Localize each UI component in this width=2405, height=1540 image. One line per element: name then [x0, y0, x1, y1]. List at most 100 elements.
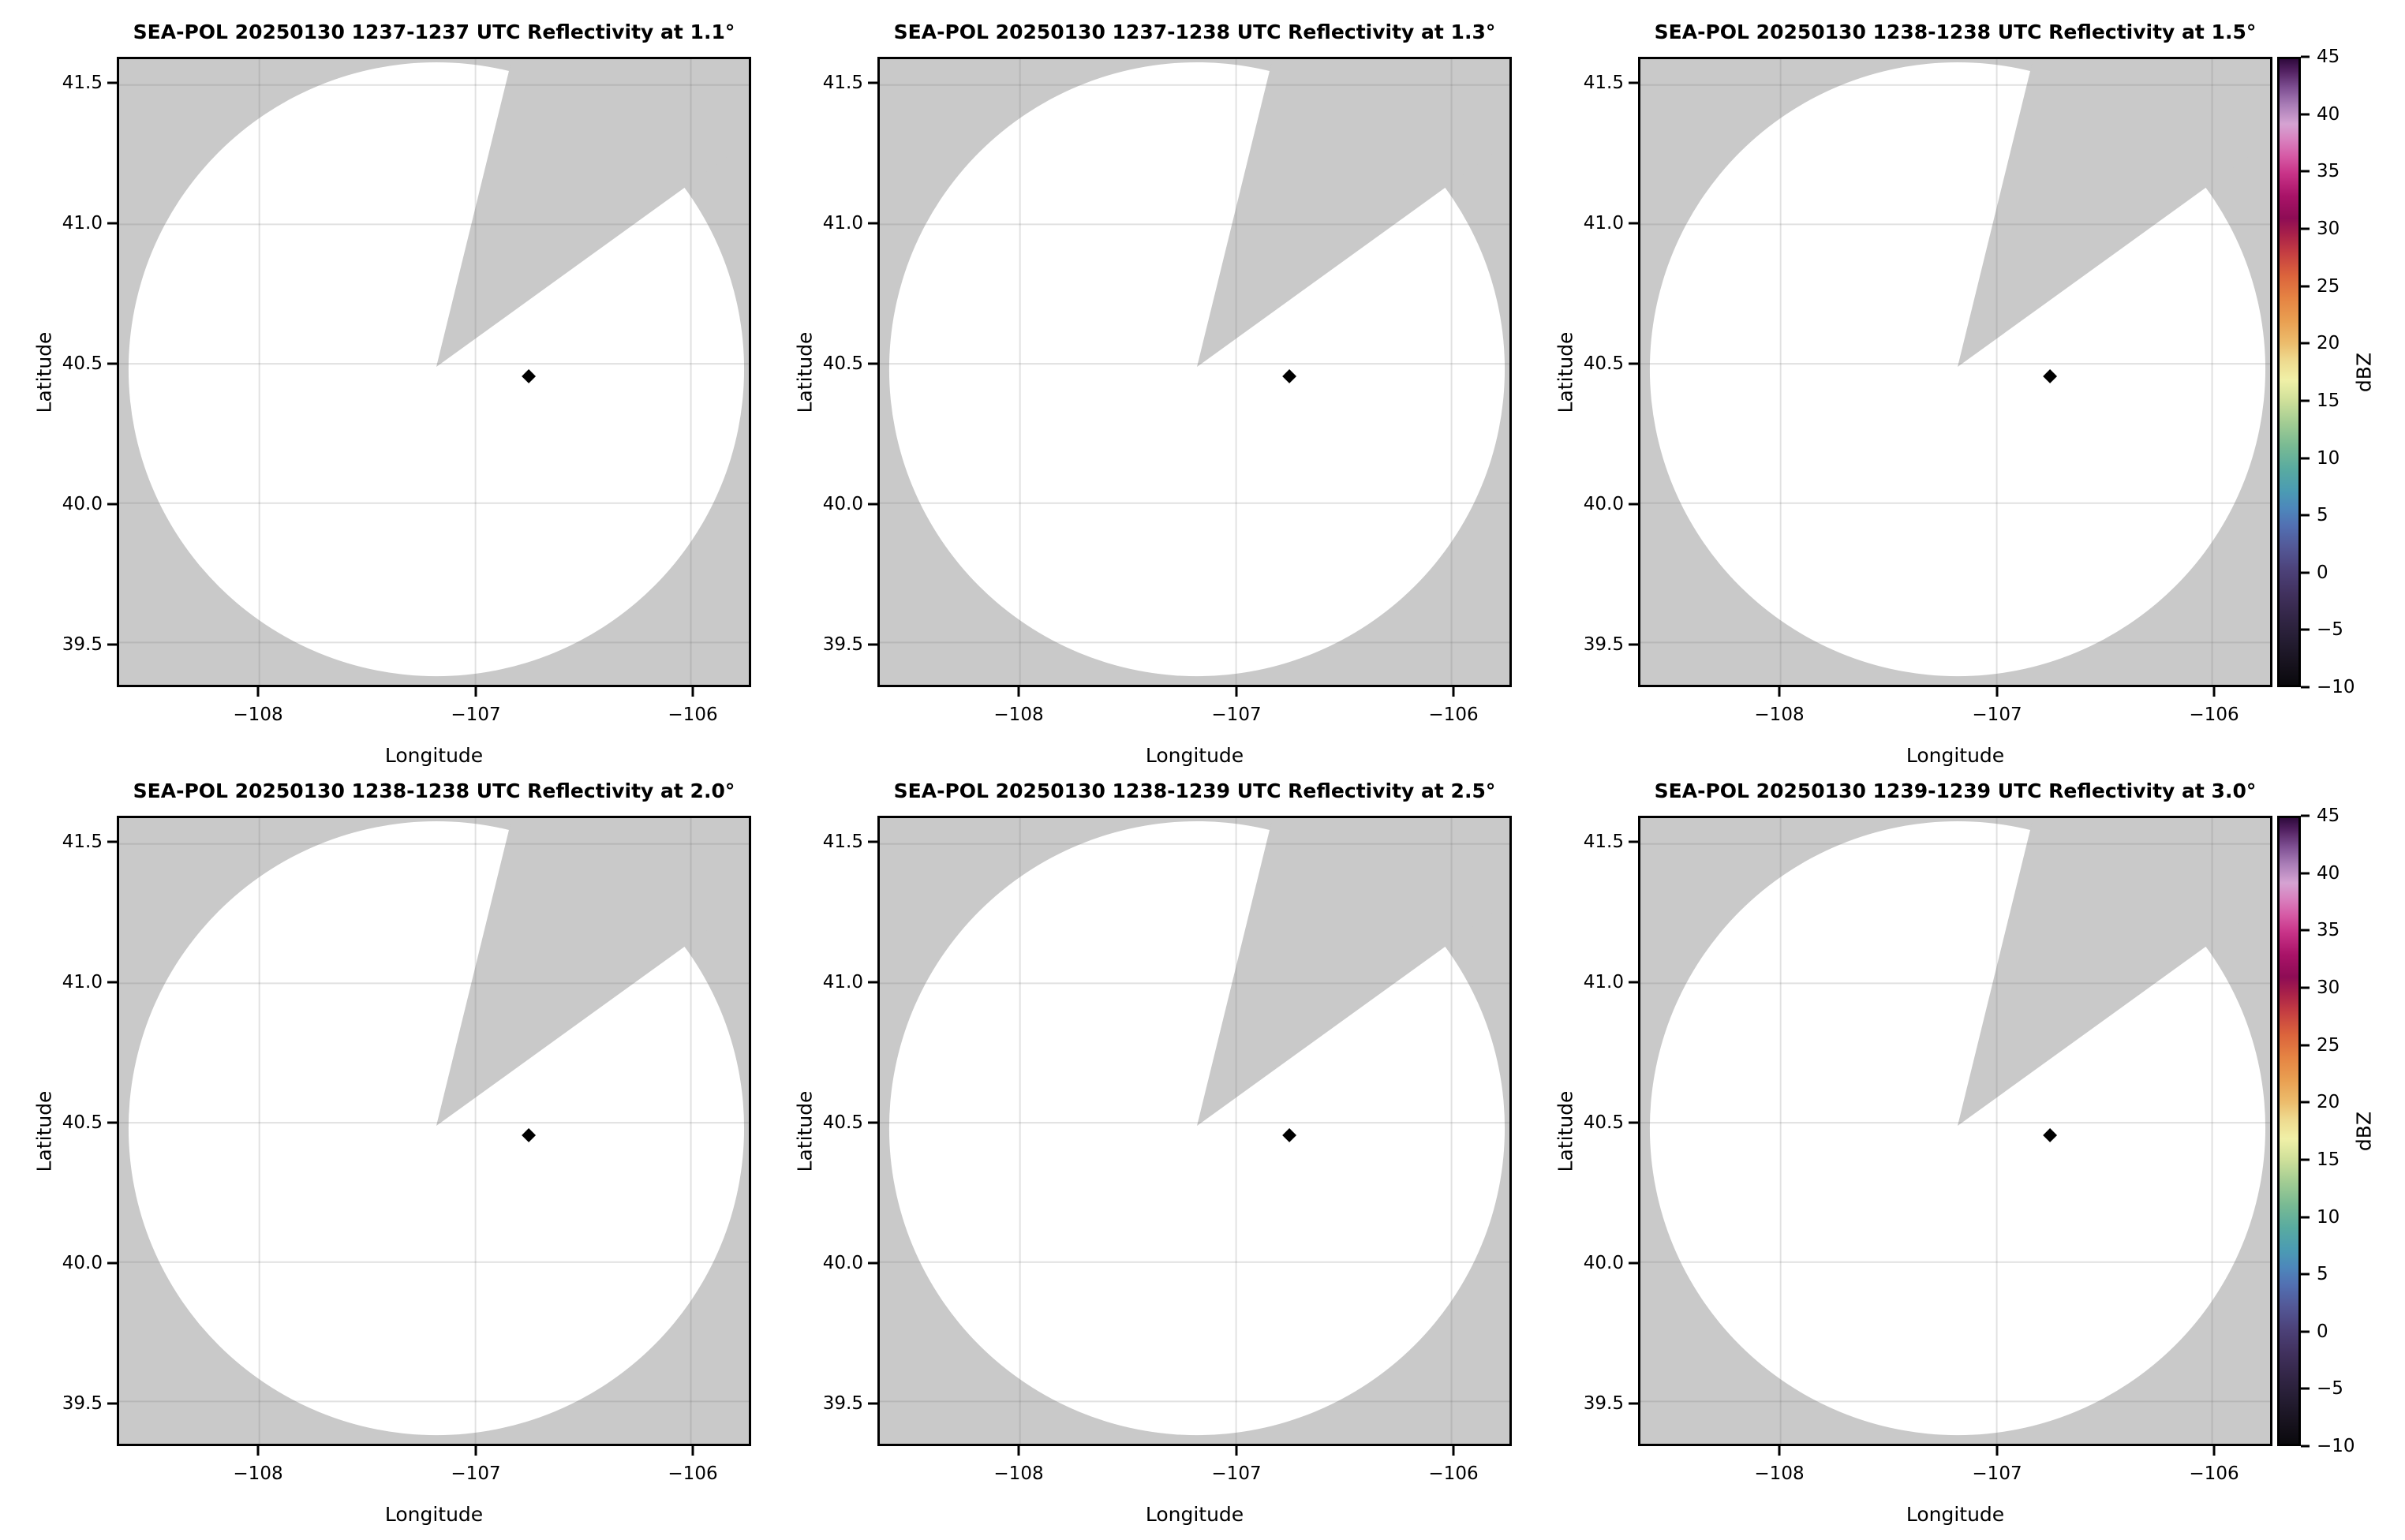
- colorbar-tickmark: [2301, 1101, 2310, 1104]
- y-tick-label: 40.5: [62, 353, 103, 374]
- x-tickmark: [1017, 687, 1020, 697]
- y-tickmark: [1629, 1402, 1638, 1405]
- x-tickmark: [1235, 687, 1238, 697]
- y-tickmark: [107, 1121, 117, 1124]
- x-tick-label: −108: [1754, 1463, 1805, 1484]
- colorbar-tickmark: [2301, 1330, 2310, 1333]
- radar-ppi-graphic: [880, 59, 1509, 685]
- colorbar-tickmark: [2301, 1387, 2310, 1390]
- colorbar-gradient: [2277, 816, 2301, 1446]
- colorbar-tick-label: 25: [2317, 275, 2340, 297]
- x-axis-label: Longitude: [1906, 1503, 2005, 1526]
- radar-panel: SEA-POL 20250130 1238-1238 UTC Reflectiv…: [1554, 21, 2272, 767]
- x-tick-label: −108: [1754, 705, 1805, 725]
- y-tick-label: 41.5: [1583, 73, 1624, 93]
- y-tick-label: 40.5: [1583, 1112, 1624, 1133]
- colorbar-gradient: [2277, 57, 2301, 687]
- x-tickmark: [1452, 1446, 1455, 1456]
- y-tick-label: 40.5: [822, 1112, 863, 1133]
- x-tick-label: −106: [2189, 705, 2239, 725]
- colorbar-tickmark: [2301, 1273, 2310, 1276]
- y-tick-label: 41.0: [822, 213, 863, 234]
- x-tick-label: −106: [668, 705, 718, 725]
- y-tick-label: 41.0: [822, 972, 863, 992]
- x-axis-label: Longitude: [1145, 744, 1244, 767]
- panel-title: SEA-POL 20250130 1238-1238 UTC Reflectiv…: [1654, 21, 2257, 43]
- colorbar-tick-label: 10: [2317, 1206, 2340, 1228]
- y-tickmark: [868, 222, 877, 225]
- colorbar-tick-label: 45: [2317, 806, 2340, 826]
- colorbar-tick-label: 30: [2317, 218, 2340, 239]
- panel-title: SEA-POL 20250130 1237-1237 UTC Reflectiv…: [133, 21, 735, 43]
- y-tick-label: 39.5: [822, 634, 863, 655]
- x-tickmark: [1778, 1446, 1781, 1456]
- y-axis-label: Latitude: [1554, 1090, 1577, 1172]
- colorbar-tick-label: 25: [2317, 1034, 2340, 1056]
- radar-ppi-graphic: [1640, 59, 2270, 685]
- colorbar-tick-label: 35: [2317, 161, 2340, 182]
- colorbar-tick-label: 0: [2317, 562, 2328, 583]
- y-tick-label: 40.0: [1583, 1253, 1624, 1273]
- y-tick-label: 41.0: [62, 972, 103, 992]
- colorbar-tick-label: 10: [2317, 447, 2340, 469]
- y-tick-label: 41.5: [62, 832, 103, 852]
- colorbar-tick-label: 5: [2317, 1264, 2328, 1285]
- y-tick-label: 40.5: [62, 1112, 103, 1133]
- x-tick-label: −106: [1428, 705, 1479, 725]
- colorbar-tick-label: 15: [2317, 1149, 2340, 1170]
- y-axis-label: Latitude: [793, 331, 817, 413]
- colorbar-tickmark: [2301, 342, 2310, 345]
- colorbar-tickmark: [2301, 1216, 2310, 1218]
- colorbar: 45 40 35 30 25 20 15 10 5 0 −5 −10 dBZ: [2277, 806, 2376, 1456]
- x-tickmark: [1995, 687, 1999, 697]
- colorbar-tickmark: [2301, 686, 2310, 689]
- x-tick-label: −107: [1211, 1463, 1262, 1484]
- y-tickmark: [868, 503, 877, 506]
- x-axis-label: Longitude: [1145, 1503, 1244, 1526]
- y-tick-label: 39.5: [62, 634, 103, 655]
- y-tickmark: [107, 840, 117, 843]
- x-tick-label: −107: [1211, 705, 1262, 725]
- x-tickmark: [1778, 687, 1781, 697]
- x-tick-label: −106: [668, 1463, 718, 1484]
- y-tick-label: 39.5: [62, 1393, 103, 1414]
- x-tickmark: [474, 687, 477, 697]
- x-tick-label: −108: [993, 1463, 1044, 1484]
- plot-area: [117, 57, 751, 687]
- x-tick-label: −106: [1428, 1463, 1479, 1484]
- colorbar-tickmark: [2301, 1445, 2310, 1448]
- plot-area: [117, 816, 751, 1446]
- radar-ppi-graphic: [880, 818, 1509, 1444]
- colorbar-tick-label: 0: [2317, 1321, 2328, 1342]
- x-axis-label: Longitude: [1906, 744, 2005, 767]
- y-tick-label: 40.0: [822, 494, 863, 514]
- x-tick-label: −108: [233, 1463, 283, 1484]
- y-tickmark: [107, 222, 117, 225]
- y-tick-label: 41.5: [822, 73, 863, 93]
- y-tick-label: 41.0: [62, 213, 103, 234]
- radar-ppi-graphic: [119, 818, 749, 1444]
- x-tick-label: −107: [1972, 1463, 2022, 1484]
- colorbar-tickmark: [2301, 227, 2310, 230]
- colorbar-tick-label: −10: [2317, 1436, 2355, 1456]
- panel-title: SEA-POL 20250130 1238-1239 UTC Reflectiv…: [893, 779, 1496, 802]
- colorbar-tickmark: [2301, 628, 2310, 631]
- radar-ppi-graphic: [1640, 818, 2270, 1444]
- y-tick-label: 40.5: [1583, 353, 1624, 374]
- y-tick-label: 41.0: [1583, 972, 1624, 992]
- x-tickmark: [2212, 1446, 2216, 1456]
- plot-area: [877, 57, 1512, 687]
- x-tickmark: [1452, 687, 1455, 697]
- y-tickmark: [107, 1402, 117, 1405]
- y-tick-label: 41.0: [1583, 213, 1624, 234]
- x-tickmark: [691, 1446, 694, 1456]
- x-axis-label: Longitude: [384, 744, 484, 767]
- x-tickmark: [691, 687, 694, 697]
- y-tick-label: 40.5: [822, 353, 863, 374]
- y-tickmark: [868, 1402, 877, 1405]
- colorbar-tick-label: 30: [2317, 977, 2340, 998]
- panel-title: SEA-POL 20250130 1238-1238 UTC Reflectiv…: [133, 779, 735, 802]
- x-axis-label: Longitude: [384, 1503, 484, 1526]
- x-tickmark: [2212, 687, 2216, 697]
